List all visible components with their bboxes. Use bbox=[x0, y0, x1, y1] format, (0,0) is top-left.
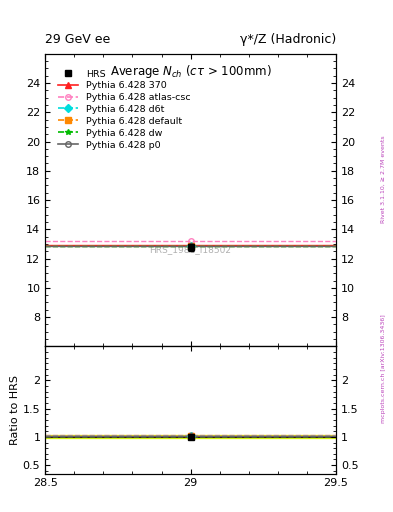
Y-axis label: Ratio to HRS: Ratio to HRS bbox=[10, 375, 20, 445]
Text: HRS_1986_I18502: HRS_1986_I18502 bbox=[150, 245, 231, 254]
Bar bbox=[45, 435, 336, 438]
Legend: HRS, Pythia 6.428 370, Pythia 6.428 atlas-csc, Pythia 6.428 d6t, Pythia 6.428 de: HRS, Pythia 6.428 370, Pythia 6.428 atla… bbox=[54, 66, 195, 153]
Text: 29 GeV ee: 29 GeV ee bbox=[45, 33, 110, 46]
Text: Rivet 3.1.10, ≥ 2.7M events: Rivet 3.1.10, ≥ 2.7M events bbox=[381, 135, 386, 223]
Text: Average $N_{ch}$ ($c\tau$ > 100mm): Average $N_{ch}$ ($c\tau$ > 100mm) bbox=[110, 62, 272, 79]
Text: mcplots.cern.ch [arXiv:1306.3436]: mcplots.cern.ch [arXiv:1306.3436] bbox=[381, 314, 386, 423]
Text: γ*/Z (Hadronic): γ*/Z (Hadronic) bbox=[240, 33, 336, 46]
